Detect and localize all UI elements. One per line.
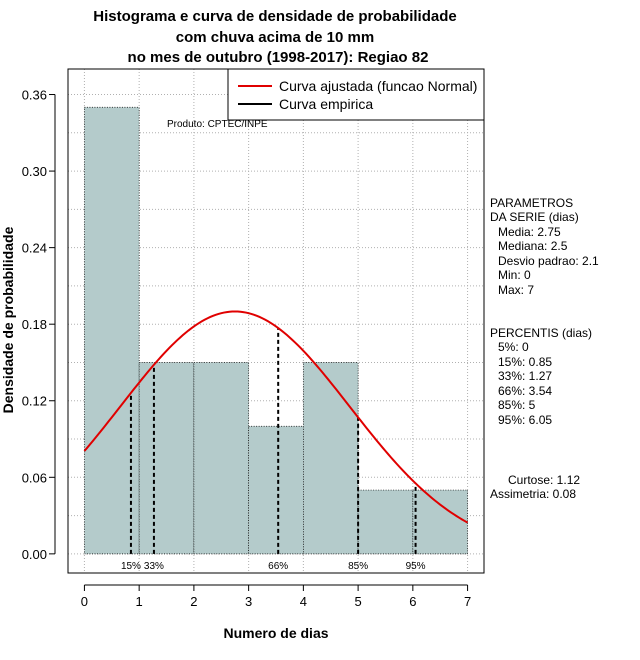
param-max: Max: 7	[498, 283, 534, 297]
percentil-66: 66%: 3.54	[498, 384, 552, 398]
percentil-85: 85%: 5	[498, 398, 536, 412]
param-mediana: Mediana: 2.5	[498, 239, 568, 253]
percentile-label-33: 33%	[144, 561, 164, 572]
chart-title-line-1: Histograma e curva de densidade de proba…	[93, 8, 456, 25]
x-tick-label-2: 2	[190, 594, 197, 609]
legend: Curva ajustada (funcao Normal) Curva emp…	[227, 68, 485, 121]
histogram-bar-0	[84, 106, 140, 555]
x-tick-label-4: 4	[300, 594, 307, 609]
percentil-95: 95%: 6.05	[498, 413, 552, 427]
percentil-15: 15%: 0.85	[498, 355, 552, 369]
chart-title-line-3: no mes de outubro (1998-2017): Regiao 82	[128, 49, 429, 66]
x-tick-label-7: 7	[464, 594, 471, 609]
histogram-bar-4	[303, 362, 359, 555]
param-media: Media: 2.75	[498, 225, 561, 239]
chart-title: Histograma e curva de densidade de proba…	[93, 8, 456, 66]
histogram-bar-1	[138, 362, 195, 555]
x-tick-label-3: 3	[245, 594, 252, 609]
x-tick-label-0: 0	[81, 594, 88, 609]
y-tick-label-5: 0.30	[22, 164, 47, 179]
params-heading-2: DA SERIE (dias)	[490, 210, 579, 224]
param-desvio: Desvio padrao: 2.1	[498, 254, 599, 268]
y-tick-label-3: 0.18	[22, 317, 47, 332]
percentile-label-85: 85%	[348, 561, 368, 572]
percentile-label-15: 15%	[121, 561, 141, 572]
y-tick-label-2: 0.12	[22, 394, 47, 409]
assimetria: Assimetria: 0.08	[490, 487, 576, 501]
percentile-label-66: 66%	[268, 561, 288, 572]
x-tick-label-6: 6	[409, 594, 416, 609]
param-min: Min: 0	[498, 268, 531, 282]
histogram-bar-3	[248, 425, 304, 555]
credit-text: Produto: CPTEC/INPE	[167, 119, 268, 130]
x-axis-label: Numero de dias	[223, 625, 328, 641]
percentile-label-95: 95%	[406, 561, 426, 572]
y-axis-label: Densidade de probabilidade	[0, 226, 16, 413]
curtose: Curtose: 1.12	[508, 473, 580, 487]
chart-title-line-2: com chuva acima de 10 mm	[176, 29, 374, 46]
fit-curve	[83, 310, 469, 524]
percentil-33: 33%: 1.27	[498, 369, 552, 383]
histogram-bar-5	[357, 489, 414, 555]
axes: 0 1 2 3 4 5 6 7 0.00 0.06 0.12 0.18 0.24 0.30 0.36	[22, 88, 472, 609]
percentil-5: 5%: 0	[498, 340, 529, 354]
histogram-bar-6	[412, 489, 468, 555]
y-tick-label-1: 0.06	[22, 470, 47, 485]
percentile-lines: 15% 33% 66% 85% 95%	[121, 328, 426, 572]
y-tick-label-6: 0.36	[22, 88, 47, 103]
percentis-heading: PERCENTIS (dias)	[490, 326, 592, 340]
x-tick-label-5: 5	[354, 594, 361, 609]
histogram-bars	[84, 106, 468, 555]
fit-curve-layer	[83, 310, 469, 524]
params-heading-1: PARAMETROS	[490, 196, 573, 210]
y-tick-label-4: 0.24	[22, 241, 47, 256]
x-tick-label-1: 1	[136, 594, 143, 609]
side-stats-panel: PARAMETROS DA SERIE (dias) Media: 2.75 M…	[490, 196, 599, 501]
histogram-bar-2	[193, 362, 249, 555]
legend-box	[227, 68, 485, 121]
legend-label-empirical: Curva empirica	[279, 96, 373, 112]
y-tick-label-0: 0.00	[22, 547, 47, 562]
legend-label-fit: Curva ajustada (funcao Normal)	[279, 78, 477, 94]
